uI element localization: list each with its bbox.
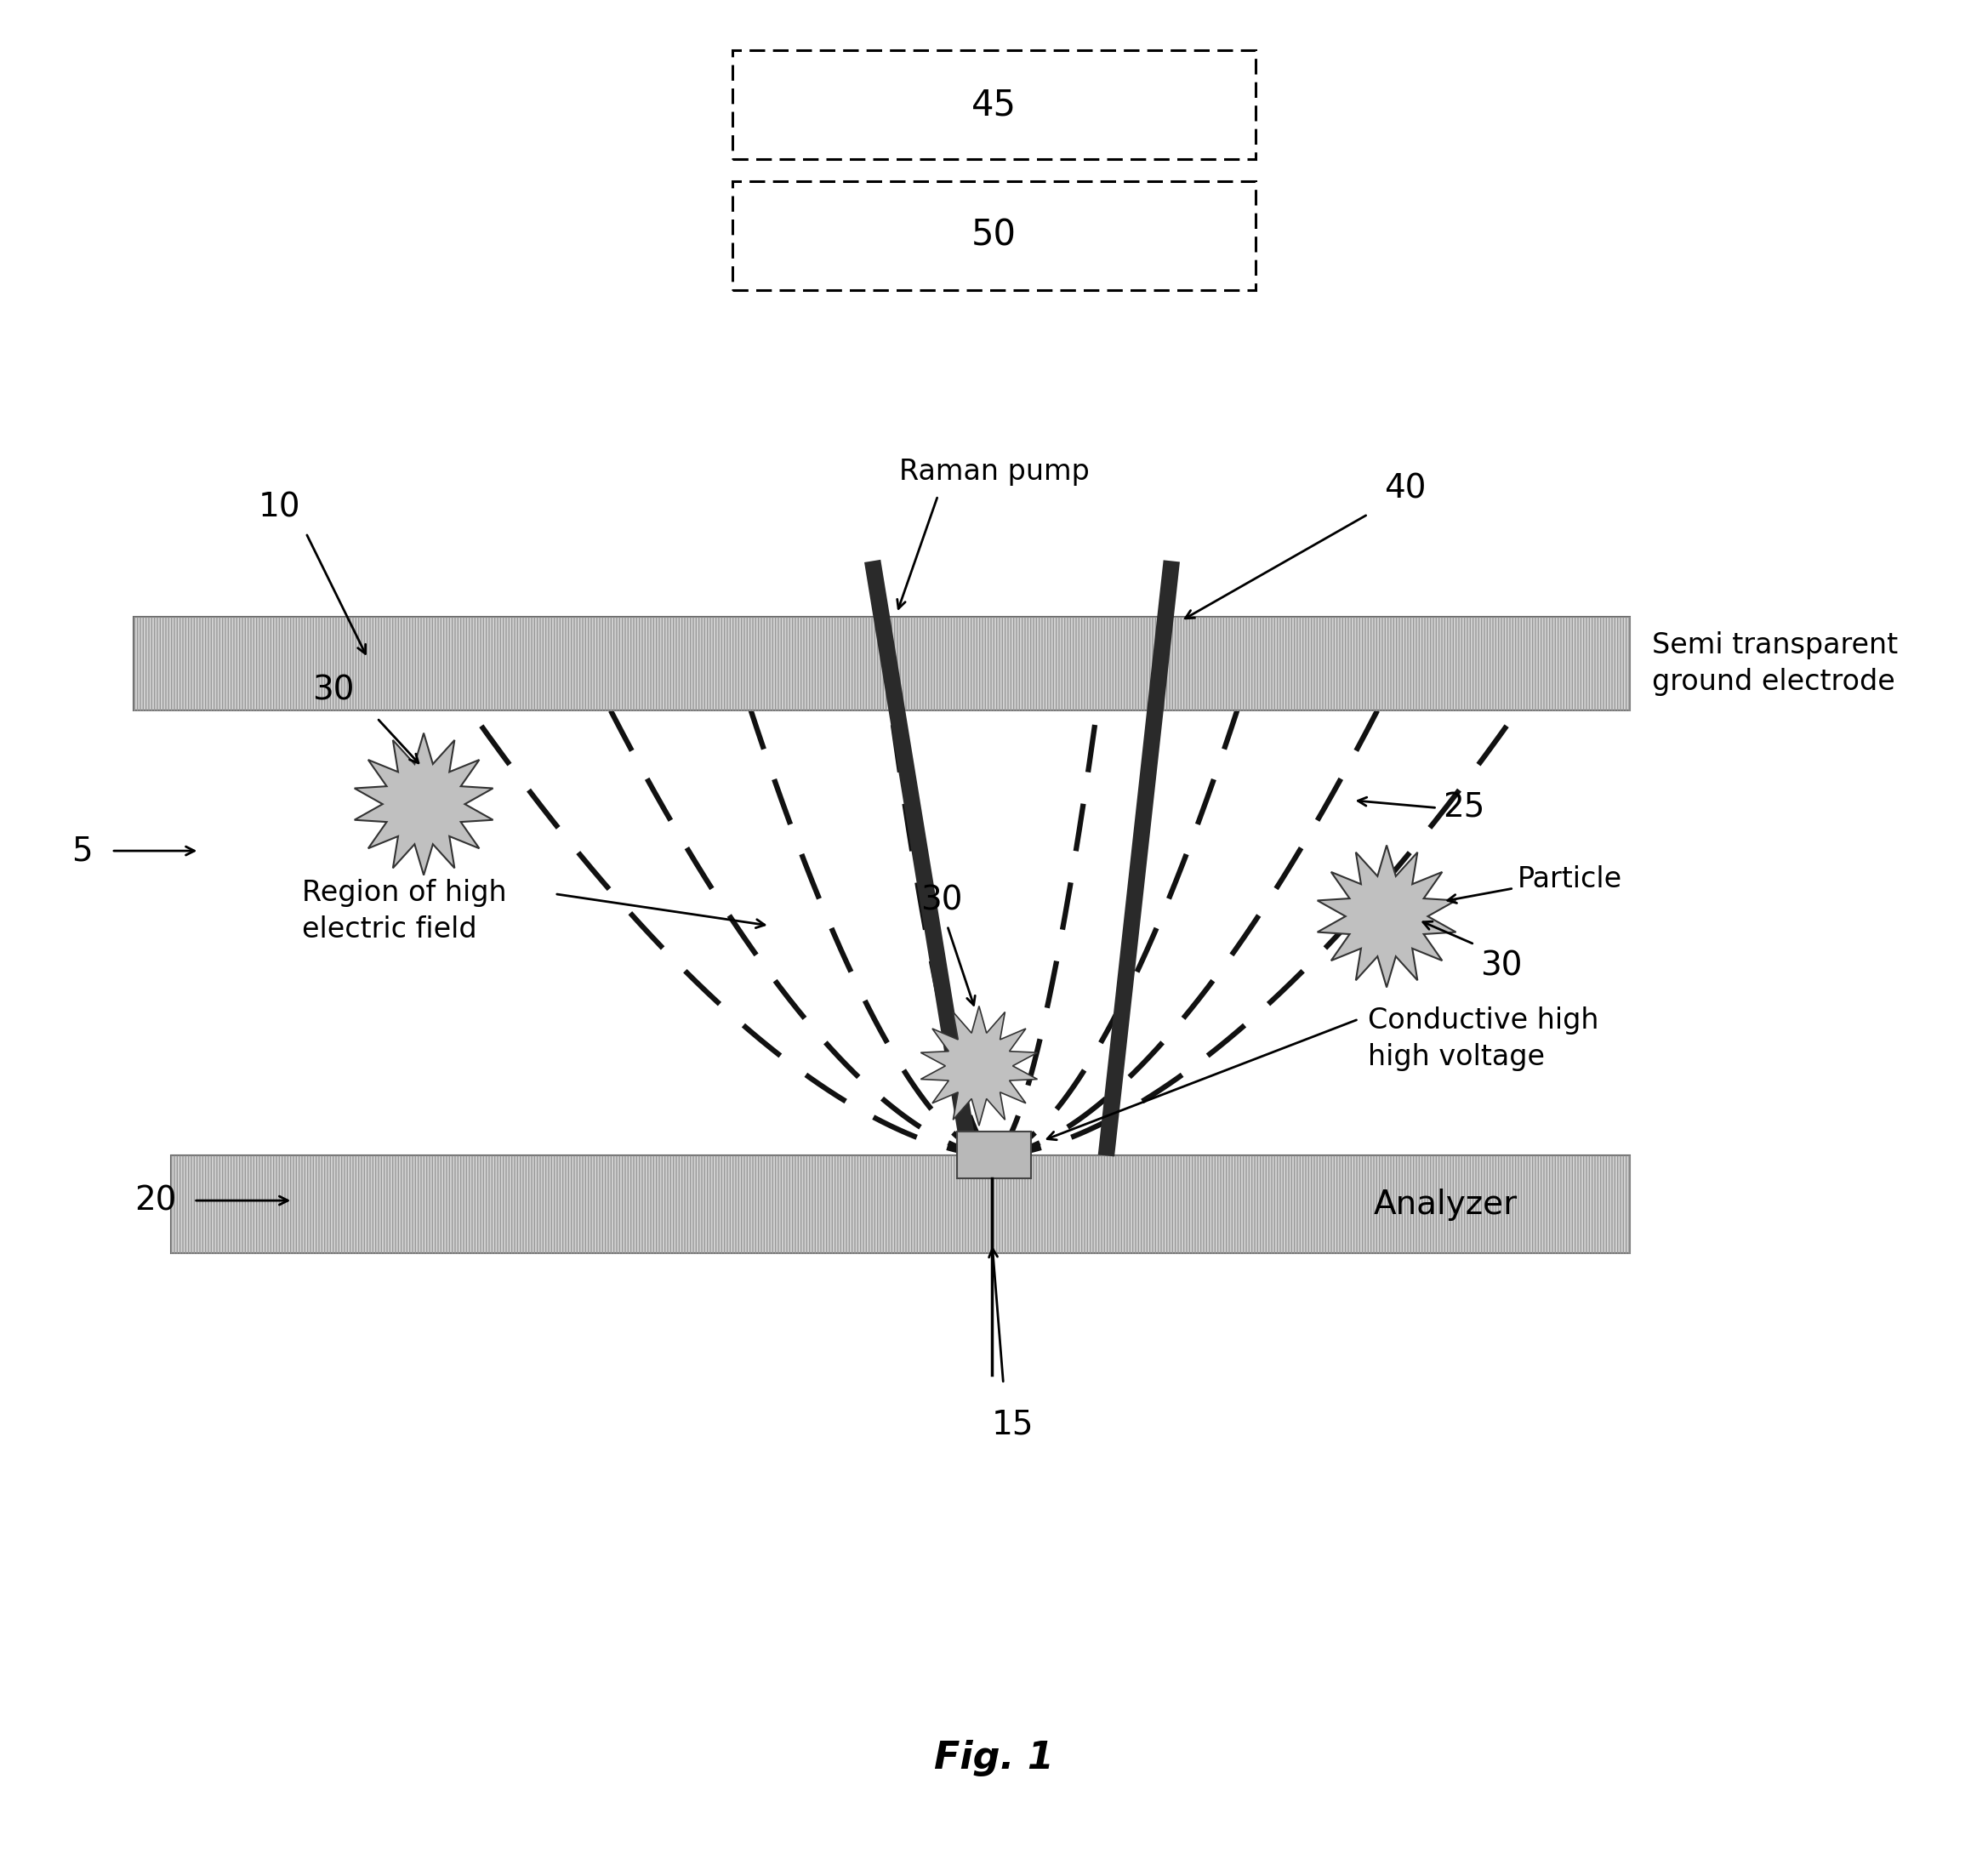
Text: 30: 30 <box>920 885 962 916</box>
Text: 5: 5 <box>72 834 93 868</box>
Text: 30: 30 <box>1481 950 1523 982</box>
Text: 30: 30 <box>312 675 354 707</box>
Text: 20: 20 <box>135 1184 177 1217</box>
Text: 40: 40 <box>1384 473 1427 505</box>
FancyBboxPatch shape <box>732 181 1256 290</box>
FancyBboxPatch shape <box>732 50 1256 159</box>
Text: Analyzer: Analyzer <box>1374 1187 1517 1221</box>
Text: Conductive high
high voltage: Conductive high high voltage <box>1368 1006 1598 1072</box>
Text: 45: 45 <box>972 86 1016 123</box>
Text: Raman pump: Raman pump <box>899 458 1089 486</box>
Text: Semi transparent
ground electrode: Semi transparent ground electrode <box>1652 632 1899 696</box>
Polygon shape <box>1318 845 1455 987</box>
Text: 25: 25 <box>1443 791 1485 825</box>
Text: 50: 50 <box>972 217 1016 254</box>
Bar <box>133 617 1630 711</box>
Text: 10: 10 <box>258 492 300 524</box>
Text: Region of high
electric field: Region of high electric field <box>302 879 507 944</box>
Polygon shape <box>920 1006 1038 1126</box>
Bar <box>133 617 1630 711</box>
Text: Fig. 1: Fig. 1 <box>934 1739 1054 1776</box>
Bar <box>171 1156 1630 1253</box>
Text: 15: 15 <box>992 1408 1034 1440</box>
Bar <box>956 1131 1032 1178</box>
Text: Particle: Particle <box>1517 864 1622 894</box>
Bar <box>171 1156 1630 1253</box>
Polygon shape <box>354 733 493 875</box>
